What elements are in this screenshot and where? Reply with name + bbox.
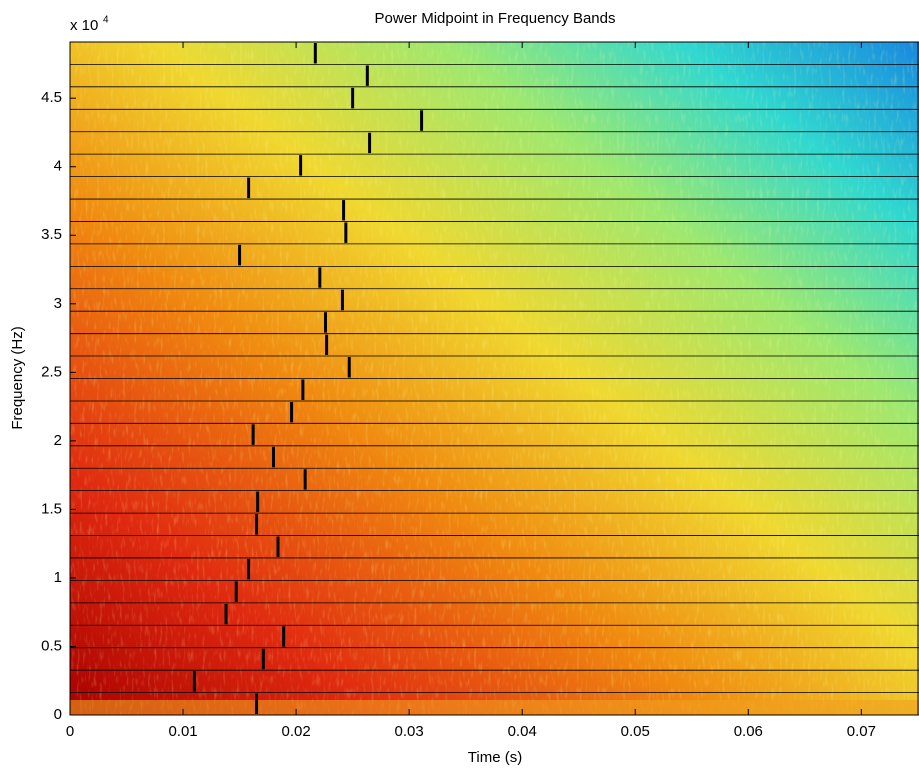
y-tick-label: 1 <box>54 569 62 586</box>
y-tick-label: 0 <box>54 706 62 723</box>
band-midpoint <box>323 312 327 333</box>
y-axis-label: Frequency (Hz) <box>9 326 26 429</box>
band-midpoint <box>271 446 275 468</box>
band-midpoint <box>340 289 344 311</box>
band-midpoint <box>368 132 372 154</box>
band-midpoint <box>247 177 251 199</box>
x-tick-label: 0.03 <box>395 723 424 740</box>
band-midpoint <box>282 626 286 647</box>
x-tick-label: 0.07 <box>847 723 876 740</box>
chart-title: Power Midpoint in Frequency Bands <box>375 10 616 27</box>
band-midpoint <box>234 581 238 602</box>
x-tick-label: 0.06 <box>734 723 763 740</box>
band-midpoint <box>192 671 196 692</box>
x-tick-label: 0.02 <box>281 723 310 740</box>
band-midpoint <box>313 43 317 64</box>
x-tick-label: 0.04 <box>508 723 537 740</box>
band-midpoint <box>290 401 294 423</box>
y-tick-label: 3 <box>54 295 62 312</box>
x-tick-label: 0.01 <box>168 723 197 740</box>
band-midpoint <box>256 491 260 513</box>
band-midpoint <box>301 379 305 400</box>
band-midpoint <box>247 558 251 580</box>
band-midpoint <box>238 244 242 266</box>
band-midpoint <box>255 693 259 714</box>
y-tick-label: 2 <box>54 432 62 449</box>
band-midpoint <box>303 469 307 490</box>
x-tick-label: 0 <box>66 723 74 740</box>
y-tick-label: 0.5 <box>41 637 62 654</box>
band-midpoint <box>251 424 255 445</box>
band-midpoint <box>261 648 265 670</box>
y-multiplier-exponent: 4 <box>103 15 109 26</box>
band-midpoint <box>347 357 351 378</box>
y-tick-label: 3.5 <box>41 226 62 243</box>
band-midpoint <box>365 65 369 86</box>
y-multiplier: x 10 <box>70 17 98 34</box>
x-axis-label: Time (s) <box>468 749 522 766</box>
y-tick-label: 2.5 <box>41 363 62 380</box>
band-midpoint <box>299 155 303 176</box>
x-tick-label: 0.05 <box>621 723 650 740</box>
plot-frame <box>69 41 919 716</box>
band-midpoint <box>325 334 329 356</box>
band-midpoint <box>420 110 424 131</box>
band-midpoint <box>342 200 346 221</box>
y-tick-label: 4.5 <box>41 89 62 106</box>
band-midpoint <box>318 267 322 288</box>
y-tick-label: 4 <box>54 158 62 175</box>
y-tick-label: 1.5 <box>41 500 62 517</box>
band-midpoint <box>224 603 228 625</box>
band-midpoint <box>351 87 355 109</box>
band-midpoint <box>255 514 259 535</box>
band-midpoint <box>344 222 348 243</box>
band-midpoint <box>276 536 280 557</box>
